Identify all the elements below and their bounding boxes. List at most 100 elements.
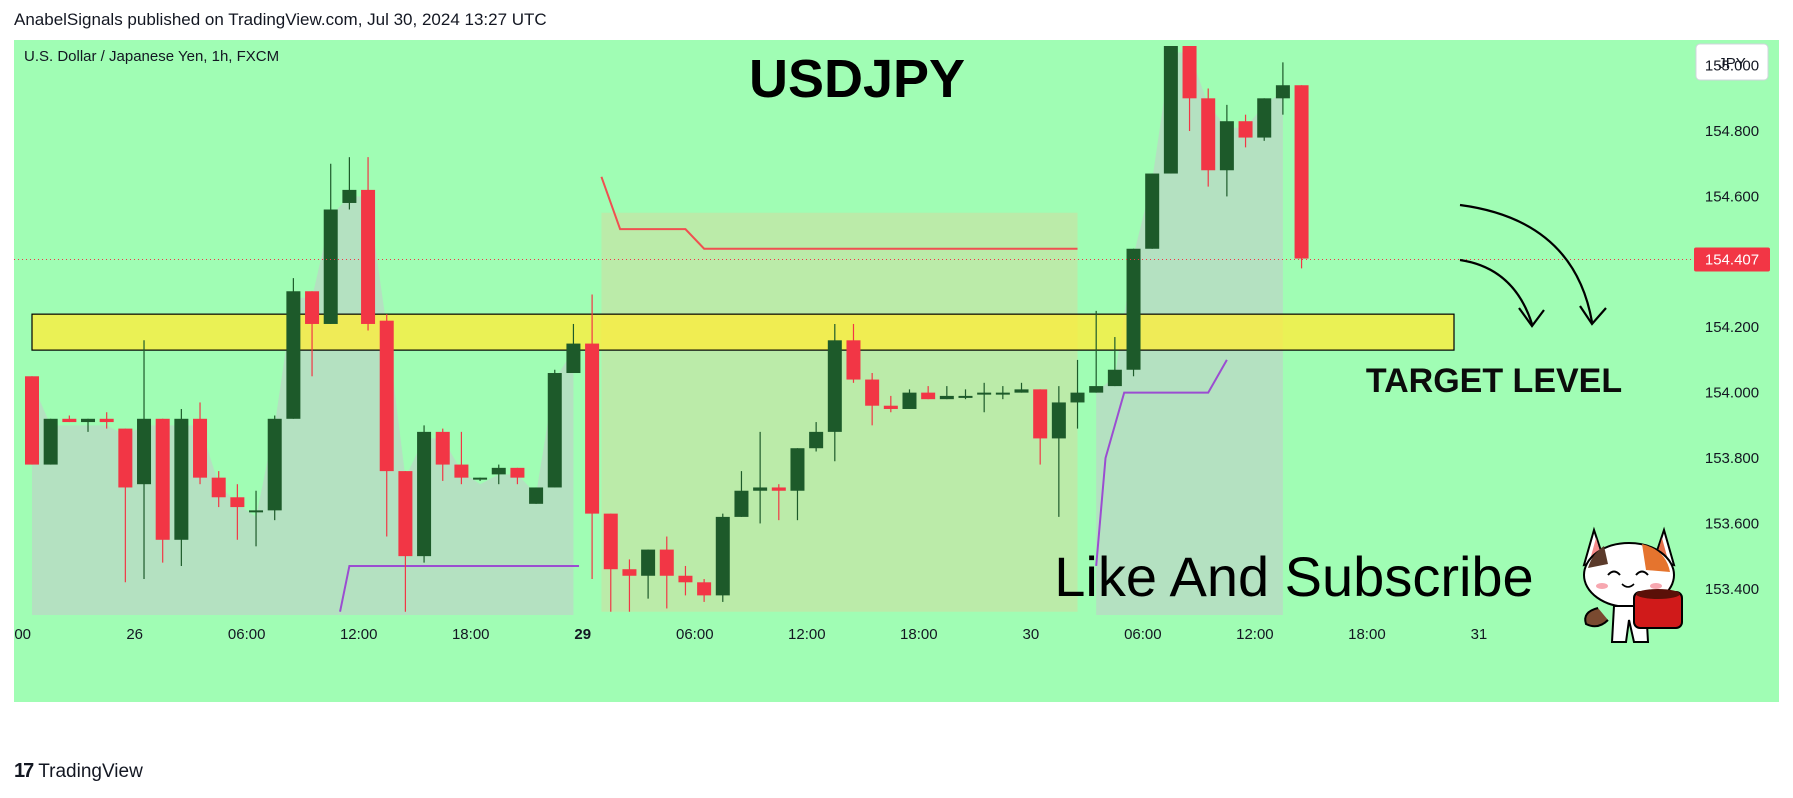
candle-body: [1107, 369, 1122, 387]
candle-body: [995, 392, 1010, 395]
target-zone[interactable]: [31, 313, 1455, 351]
candle-body: [398, 471, 413, 557]
candle-body: [1219, 121, 1234, 171]
currency-badge[interactable]: JPY: [1695, 43, 1769, 81]
candle-body: [1182, 46, 1197, 99]
x-tick-label: 12:00: [1236, 626, 1274, 643]
candle-body: [547, 373, 562, 488]
y-tick-label: 153.800: [1705, 450, 1759, 467]
chart-title: USDJPY: [749, 49, 965, 109]
candle-body: [753, 487, 768, 491]
x-tick-label: 30: [1023, 626, 1040, 643]
x-tick-label: 18:00: [452, 626, 490, 643]
publisher-line: AnabelSignals published on TradingView.c…: [14, 10, 547, 29]
x-tick-label: 06:00: [1124, 626, 1162, 643]
candle-body: [977, 392, 992, 395]
candle-body: [174, 418, 189, 540]
cat-mascot-icon: [1582, 526, 1683, 643]
resistance-line: [600, 176, 1078, 250]
indicator-lines: [339, 176, 1228, 612]
candle-body: [1257, 98, 1272, 138]
candle-body: [267, 418, 282, 511]
candle-body: [43, 418, 58, 465]
candle-body: [491, 467, 506, 475]
x-tick-label: 06:00: [676, 626, 714, 643]
y-tick-label: 153.400: [1705, 581, 1759, 598]
current-price-label: 154.407: [1705, 252, 1759, 269]
candle-body: [958, 395, 973, 398]
x-tick-label: 29: [574, 626, 591, 643]
y-tick-label: 153.600: [1705, 515, 1759, 532]
candle-body: [62, 418, 77, 423]
x-tick-label: 26: [126, 626, 143, 643]
candle-body: [230, 497, 245, 508]
candle-body: [435, 431, 450, 465]
candle-body: [137, 418, 152, 485]
candle-body: [1294, 85, 1309, 259]
candle-body: [566, 343, 581, 374]
footer-brand[interactable]: 17 TradingView: [14, 760, 143, 783]
candle-body: [1051, 402, 1066, 439]
support-line-2: [1095, 359, 1228, 567]
forecast-arrow-long: [1459, 203, 1594, 323]
x-tick-label: 06:00: [228, 626, 266, 643]
candle-body: [379, 320, 394, 472]
x-tick-label: 12:00: [340, 626, 378, 643]
candle-body: [417, 431, 432, 557]
symbol-label: U.S. Dollar / Japanese Yen, 1h, FXCM: [24, 48, 279, 65]
candle-body: [1070, 392, 1085, 403]
x-tick-label: 12:00: [788, 626, 826, 643]
candle-body: [155, 418, 170, 540]
candle-body: [323, 209, 338, 324]
candle-body: [25, 376, 39, 465]
y-tick-label: 154.600: [1705, 188, 1759, 205]
candle-body: [1275, 85, 1290, 99]
candle-body: [249, 510, 264, 513]
candle-body: [865, 379, 880, 406]
tradingview-logo-icon: 17: [14, 760, 34, 782]
candle-body: [622, 569, 637, 576]
candle-body: [510, 467, 525, 478]
forecast-arrow-short: [1459, 258, 1534, 325]
chart-area[interactable]: U.S. Dollar / Japanese Yen, 1h, FXCM USD…: [14, 40, 1779, 740]
candle-body: [1163, 46, 1178, 174]
candle-body: [697, 582, 712, 596]
candle-body: [286, 291, 301, 419]
price-chart[interactable]: U.S. Dollar / Japanese Yen, 1h, FXCM USD…: [14, 40, 1779, 740]
candle-body: [678, 575, 693, 583]
forecast-arrow-long-head: [1579, 305, 1607, 326]
candle-body: [827, 340, 842, 432]
candle-body: [1238, 121, 1253, 138]
forecast-arrow-short-head: [1518, 307, 1545, 328]
cta-label: Like And Subscribe: [1054, 545, 1533, 608]
candle-body: [641, 549, 656, 576]
candle-body: [529, 487, 544, 504]
candle-body: [1089, 386, 1104, 393]
x-axis: 00 26 06:00 12:00 18:00 29 06:00 12:00 18:00 30 06…: [14, 626, 1487, 643]
candle-body: [1145, 173, 1160, 249]
candle-body: [454, 464, 469, 478]
candle-body: [790, 448, 805, 491]
candle-body: [939, 395, 954, 400]
candle-body: [734, 490, 749, 517]
candle-body: [361, 189, 376, 324]
y-tick-label: 154.200: [1705, 319, 1759, 336]
candle-body: [603, 513, 618, 570]
candle-body: [921, 392, 936, 400]
forecast-arrows: [1459, 203, 1607, 328]
currency-label: JPY: [1718, 55, 1746, 72]
y-tick-label: 154.000: [1705, 385, 1759, 402]
candle-body: [99, 418, 114, 423]
candle-body: [305, 291, 320, 324]
candle-body: [1126, 248, 1141, 370]
candle-body: [659, 549, 674, 576]
x-tick-label: 18:00: [1348, 626, 1386, 643]
candle-body: [1014, 389, 1029, 393]
target-level-label: TARGET LEVEL: [1366, 362, 1622, 400]
y-tick-label: 155.000: [1705, 58, 1759, 75]
candle-body: [883, 405, 898, 409]
candle-body: [715, 516, 730, 596]
candle-body: [902, 392, 917, 409]
candles: [25, 46, 1309, 612]
y-tick-label: 154.800: [1705, 123, 1759, 140]
